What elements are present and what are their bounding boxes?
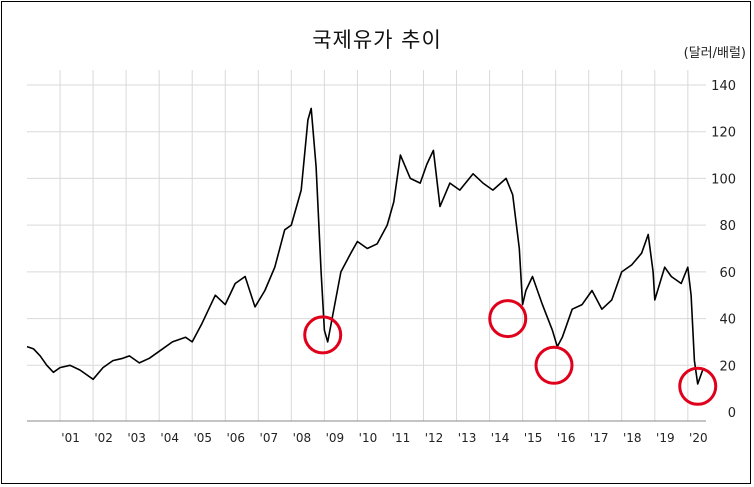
y-tick-label: 80 (719, 219, 736, 234)
x-tick-label: '01 (61, 431, 80, 445)
x-tick-label: '11 (392, 431, 411, 445)
y-tick-label: 60 (719, 266, 736, 281)
x-tick-label: '03 (127, 431, 146, 445)
x-tick-label: '20 (689, 431, 708, 445)
x-tick-label: '07 (260, 431, 279, 445)
y-tick-label: 100 (711, 172, 736, 187)
highlight-circle (303, 315, 343, 355)
y-tick-label: 120 (711, 126, 736, 141)
oil-price-line (26, 107, 704, 385)
x-tick-label: '06 (226, 431, 245, 445)
y-tick-label: 40 (719, 313, 736, 328)
x-tick-label: '17 (590, 431, 609, 445)
y-tick-label: 140 (711, 79, 736, 94)
x-tick-label: '04 (160, 431, 179, 445)
y-tick-label: 20 (719, 359, 736, 374)
unit-label: (달러/배럴) (683, 46, 746, 61)
highlight-circle (534, 345, 574, 385)
highlight-circle (678, 366, 718, 406)
x-tick-label: '19 (656, 431, 675, 445)
x-tick-label: '18 (623, 431, 642, 445)
x-tick-label: '16 (557, 431, 576, 445)
x-tick-label: '08 (293, 431, 312, 445)
chart-title: 국제유가 추이 (312, 28, 442, 52)
x-tick-label: '13 (458, 431, 477, 445)
x-tick-label: '14 (491, 431, 510, 445)
x-tick-label: '12 (425, 431, 444, 445)
x-tick-label: '15 (524, 431, 543, 445)
x-tick-label: '05 (193, 431, 212, 445)
highlight-circle (488, 299, 528, 339)
x-tick-label: '02 (94, 431, 113, 445)
y-tick-label: 0 (728, 406, 736, 421)
x-tick-label: '10 (359, 431, 378, 445)
x-tick-label: '09 (326, 431, 345, 445)
